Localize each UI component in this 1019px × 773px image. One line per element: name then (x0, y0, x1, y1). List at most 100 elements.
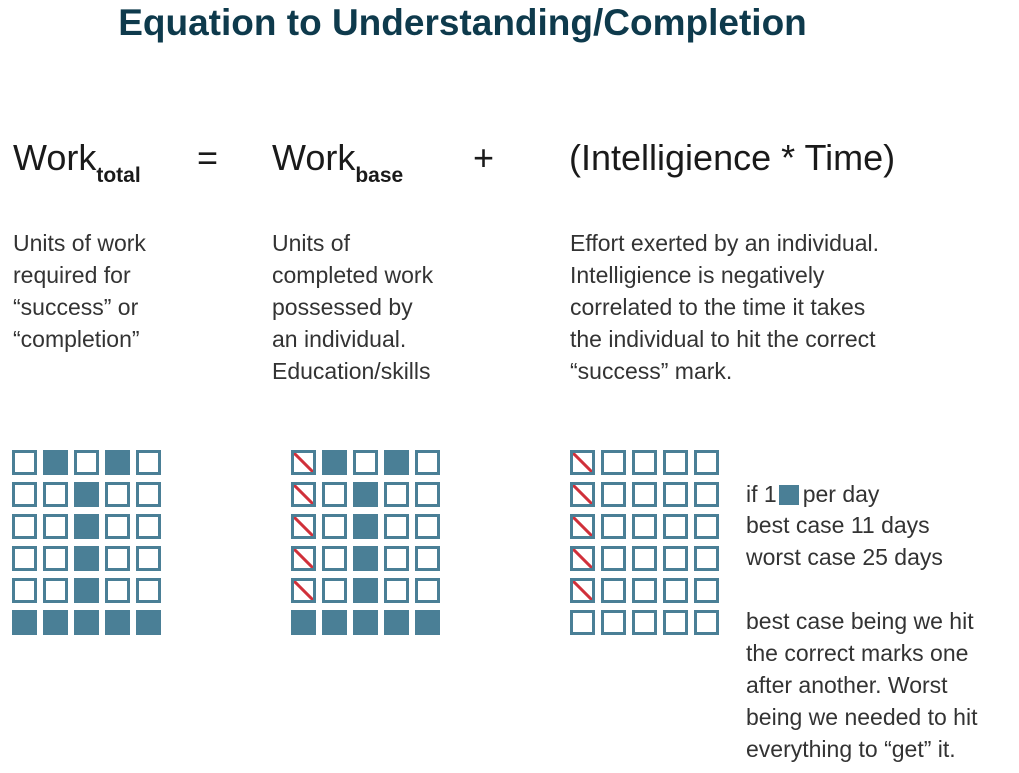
grid-cell-empty (632, 546, 657, 571)
cross-out-slash-icon (573, 517, 592, 536)
grid-cell-filled (74, 610, 99, 635)
grid-cell-empty (105, 482, 130, 507)
grid-cell-empty (322, 546, 347, 571)
grid-cell-empty (663, 610, 688, 635)
grid-cell-slashed (570, 546, 595, 571)
best-case-note: best case 11 days (746, 512, 930, 538)
grid-cell-slashed (291, 482, 316, 507)
grid-cell-slashed (570, 514, 595, 539)
equals-sign: = (197, 137, 219, 178)
grid-cell-empty (601, 450, 626, 475)
grid-cell-empty (136, 482, 161, 507)
grid-cell-empty (415, 482, 440, 507)
cross-out-slash-icon (294, 517, 313, 536)
grid-cell-empty (105, 514, 130, 539)
grid-cell-empty (632, 610, 657, 635)
work-base-base: Work (272, 137, 356, 178)
grid-cell-empty (694, 578, 719, 603)
grid-cell-filled (353, 482, 378, 507)
grid-cell-empty (136, 450, 161, 475)
grid-cell-empty (43, 546, 68, 571)
cross-out-slash-icon (573, 453, 592, 472)
grid-cell-empty (43, 578, 68, 603)
grid-cell-empty (353, 450, 378, 475)
grid-cell-empty (322, 578, 347, 603)
work-total-base: Work (13, 137, 97, 178)
grid-cell-empty (632, 514, 657, 539)
grid-cell-empty (415, 546, 440, 571)
grid-cell-slashed (570, 482, 595, 507)
grid-cell-empty (136, 546, 161, 571)
grid-cell-empty (12, 578, 37, 603)
grid-cell-empty (43, 482, 68, 507)
grid-cell-empty (694, 482, 719, 507)
grid-cell-empty (12, 546, 37, 571)
grid-cell-empty (632, 578, 657, 603)
grid-cell-filled (74, 546, 99, 571)
grid-cell-slashed (291, 546, 316, 571)
grid-cell-filled (353, 546, 378, 571)
grid-cell-empty (105, 578, 130, 603)
grid-cell-filled (43, 610, 68, 635)
grid-cell-filled (12, 610, 37, 635)
grid-cell-filled (322, 450, 347, 475)
grid-cell-filled (105, 610, 130, 635)
grid-cell-filled (74, 514, 99, 539)
work-unit-square-icon (778, 485, 799, 505)
explanation-note: best case being we hit the correct marks… (746, 608, 978, 762)
grid-cell-empty (384, 482, 409, 507)
rate-prefix: if 1 (746, 481, 777, 507)
grid-cell-empty (601, 482, 626, 507)
grid-cell-empty (12, 482, 37, 507)
work-base-term: Workbase (272, 136, 403, 198)
grid-cell-filled (136, 610, 161, 635)
grid-cell-empty (632, 482, 657, 507)
grid-cell-filled (384, 450, 409, 475)
work-base-subscript: base (355, 164, 404, 187)
intelligence-time-term: (Intelligience * Time) (569, 137, 896, 178)
work-total-subscript: total (96, 164, 141, 187)
effort-description: Effort exerted by an individual. Intelli… (570, 230, 879, 384)
cross-out-slash-icon (294, 485, 313, 504)
grid-cell-empty (384, 546, 409, 571)
grid-cell-empty (694, 514, 719, 539)
grid-cell-filled (322, 610, 347, 635)
grid-cell-empty (694, 450, 719, 475)
grid-cell-empty (663, 482, 688, 507)
grid-cell-empty (384, 514, 409, 539)
grid-cell-empty (601, 546, 626, 571)
work-total-description: Units of work required for “success” or … (13, 230, 146, 352)
grid-cell-filled (74, 482, 99, 507)
grid-cell-empty (601, 578, 626, 603)
grid-cell-empty (43, 514, 68, 539)
grid-cell-slashed (291, 578, 316, 603)
cross-out-slash-icon (573, 549, 592, 568)
grid-cell-empty (322, 514, 347, 539)
grid-cell-empty (694, 610, 719, 635)
rate-suffix: per day (802, 481, 880, 507)
rate-note: if 1 per day (746, 446, 879, 510)
grid-cell-empty (322, 482, 347, 507)
grid-cell-empty (663, 450, 688, 475)
grid-cell-filled (353, 610, 378, 635)
grid-cell-empty (415, 450, 440, 475)
grid-cell-empty (136, 514, 161, 539)
grid-cell-empty (105, 546, 130, 571)
grid-cell-empty (663, 578, 688, 603)
grid-cell-filled (353, 514, 378, 539)
grid-cell-empty (663, 514, 688, 539)
page-title: Equation to Understanding/Completion (118, 2, 807, 43)
work-base-description: Units of completed work possessed by an … (272, 230, 434, 384)
cross-out-slash-icon (573, 485, 592, 504)
grid-cell-empty (12, 450, 37, 475)
worst-case-note: worst case 25 days (746, 544, 943, 570)
grid-cell-filled (74, 578, 99, 603)
grid-cell-filled (291, 610, 316, 635)
grid-cell-filled (384, 610, 409, 635)
grid-cell-filled (105, 450, 130, 475)
grid-cell-slashed (291, 450, 316, 475)
grid-cell-empty (663, 546, 688, 571)
grid-cell-filled (353, 578, 378, 603)
grid-cell-empty (694, 546, 719, 571)
grid-cell-empty (570, 610, 595, 635)
